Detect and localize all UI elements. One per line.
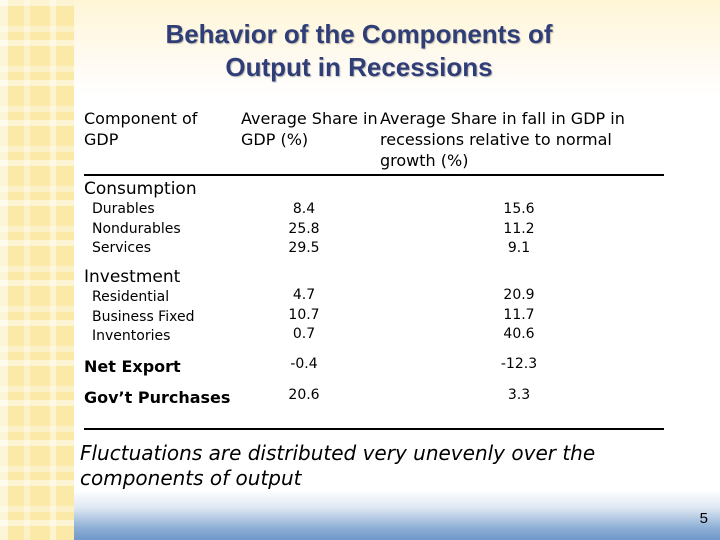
govt-purchases-fall: 3.3 <box>507 387 531 403</box>
fall-value: 9.1 <box>507 240 531 256</box>
decorative-top-band <box>74 0 720 96</box>
row-label: Durables <box>92 201 155 217</box>
consumption-items: Durables Nondurables Services <box>92 200 181 259</box>
row-label-govt-purchases: Gov’t Purchases <box>84 388 231 407</box>
row-label: Nondurables <box>92 220 181 237</box>
fall-value: 20.9 <box>503 287 535 303</box>
investment-shares: 4.7 10.7 0.7 <box>259 286 349 345</box>
row-label: Inventories <box>92 328 171 344</box>
group-label-consumption: Consumption <box>84 179 197 199</box>
share-value: 4.7 <box>292 287 316 303</box>
page-number: 5 <box>699 510 708 527</box>
investment-falls: 20.9 11.7 40.6 <box>474 286 564 345</box>
fall-value: 11.2 <box>503 220 535 237</box>
share-value: 0.7 <box>292 326 316 342</box>
row-label: Business Fixed <box>92 308 195 325</box>
group-label-investment: Investment <box>84 267 181 287</box>
header-divider <box>84 174 664 176</box>
footnote: Fluctuations are distributed very uneven… <box>80 441 596 490</box>
fall-value: 11.7 <box>503 306 535 323</box>
share-value: 25.8 <box>288 220 320 237</box>
govt-purchases-share: 20.6 <box>288 387 320 403</box>
row-label-net-export: Net Export <box>84 357 181 376</box>
fall-value: 15.6 <box>503 201 535 217</box>
components-table: Component of GDP Average Share in GDP (%… <box>84 106 668 436</box>
decorative-left-strip <box>0 0 74 540</box>
table-bottom-divider <box>84 428 664 430</box>
net-export-fall: -12.3 <box>500 356 538 372</box>
slide-title: Behavior of the Components of Output in … <box>74 18 644 84</box>
net-export-share: -0.4 <box>290 356 318 372</box>
header-component: Component of GDP <box>84 109 198 149</box>
investment-items: Residential Business Fixed Inventories <box>92 288 194 347</box>
decorative-bottom-band <box>74 490 720 540</box>
header-average-share: Average Share in GDP (%) <box>241 109 378 149</box>
consumption-shares: 8.4 25.8 29.5 <box>259 200 349 259</box>
row-label: Services <box>92 240 152 256</box>
slide-title-line-1: Behavior of the Components of <box>165 19 553 49</box>
consumption-falls: 15.6 11.2 9.1 <box>474 200 564 259</box>
share-value: 29.5 <box>288 240 320 256</box>
header-share-in-fall: Average Share in fall in GDP in recessio… <box>380 109 625 170</box>
row-label: Residential <box>92 289 170 305</box>
slide-title-line-2: Output in Recessions <box>225 52 493 82</box>
fall-value: 40.6 <box>503 326 535 342</box>
share-value: 10.7 <box>288 306 320 323</box>
share-value: 8.4 <box>292 201 316 217</box>
